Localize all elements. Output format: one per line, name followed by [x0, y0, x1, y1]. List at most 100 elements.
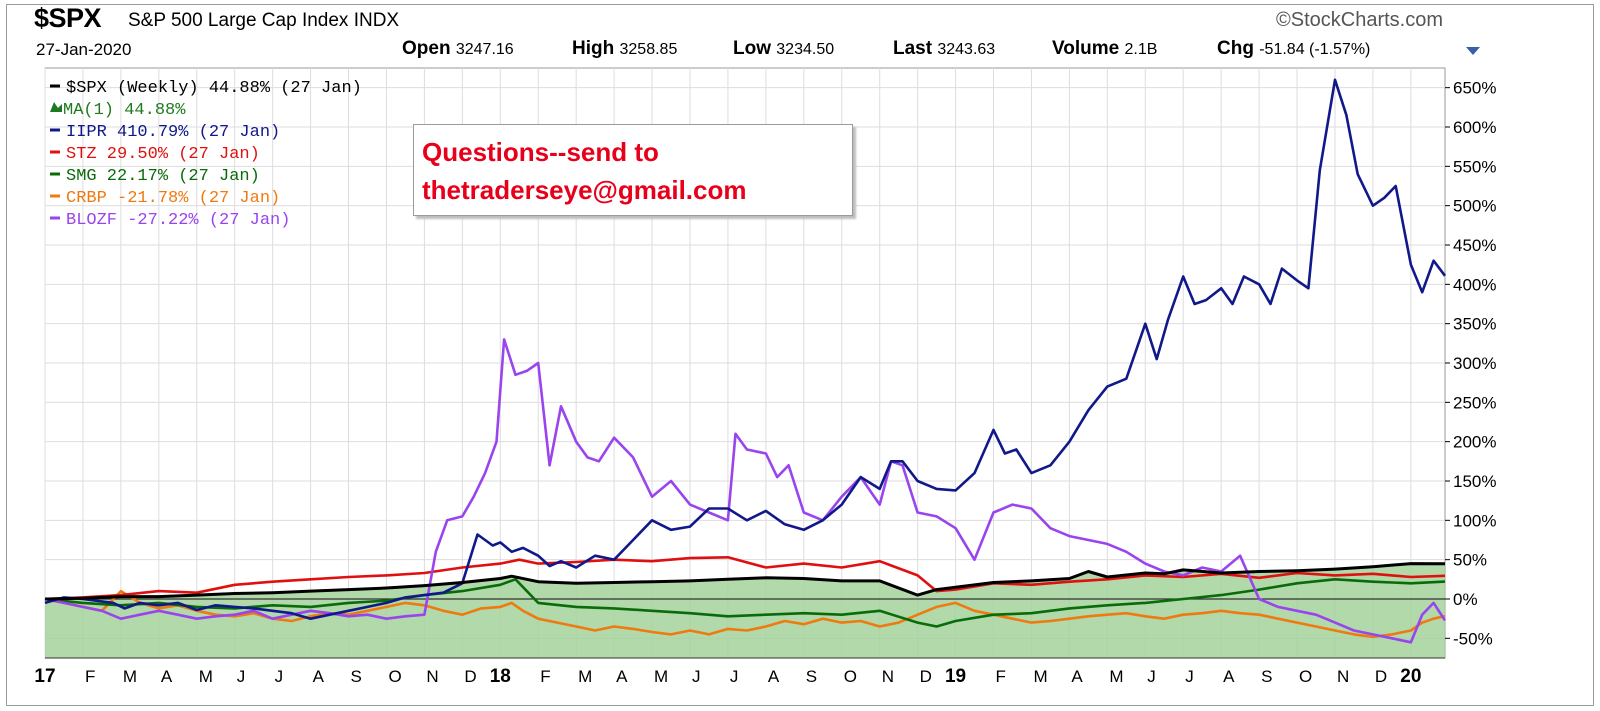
- legend-entry-blozf: BLOZF -27.22% (27 Jan): [66, 211, 290, 230]
- x-month-label: D: [464, 667, 476, 686]
- x-month-label: N: [882, 667, 894, 686]
- x-month-label: A: [768, 667, 780, 686]
- x-month-label: J: [237, 667, 246, 686]
- y-tick-label: 650%: [1453, 79, 1496, 98]
- x-month-label: O: [844, 667, 857, 686]
- legend: $SPX (Weekly) 44.88% (27 Jan) MA(1) 44.88…: [50, 79, 362, 230]
- callout-line-2: thetraderseye@gmail.com: [422, 175, 747, 205]
- last-label: Last: [893, 38, 933, 59]
- x-month-label: J: [1147, 667, 1156, 686]
- grid-lines: [44, 68, 1445, 658]
- stz-series-line: [44, 556, 1446, 601]
- x-month-label: S: [806, 667, 817, 686]
- smg-series-line: [44, 578, 1446, 628]
- legend-entry-crbp: CRBP -21.78% (27 Jan): [66, 189, 280, 208]
- low-quote: Low 3234.50: [733, 38, 834, 60]
- y-tick-label: 450%: [1453, 236, 1496, 255]
- change-label: Chg: [1217, 38, 1254, 59]
- x-month-label: M: [1033, 667, 1047, 686]
- x-month-label: D: [1375, 667, 1387, 686]
- area-layer: [45, 563, 1445, 658]
- open-label: Open: [402, 38, 451, 59]
- x-year-label: 19: [945, 666, 966, 687]
- series-lines: [44, 78, 1447, 644]
- x-month-label: O: [388, 667, 401, 686]
- x-month-label: J: [730, 667, 739, 686]
- x-month-label: M: [578, 667, 592, 686]
- x-month-label: M: [199, 667, 213, 686]
- x-axis: 17 F M A M J J A S O N D 18 F M A M J J A S O N D 19 F M A M J J A S O N D 2…: [34, 657, 1445, 687]
- y-tick-label: 0%: [1453, 590, 1478, 609]
- blozf-series-line: [44, 338, 1447, 644]
- x-month-label: A: [313, 667, 325, 686]
- low-label: Low: [733, 38, 771, 59]
- y-tick-label: 50%: [1453, 551, 1487, 570]
- chart-date: 27-Jan-2020: [36, 40, 132, 59]
- y-tick-label: 200%: [1453, 433, 1496, 452]
- x-year-label: 17: [34, 666, 55, 687]
- y-tick-label: 100%: [1453, 511, 1496, 530]
- x-month-label: N: [1337, 667, 1349, 686]
- area-icon: [50, 102, 62, 112]
- x-month-label: O: [1299, 667, 1312, 686]
- spx-series-line: [44, 562, 1446, 601]
- ticker-symbol: $SPX: [34, 3, 102, 33]
- y-tick-label: 300%: [1453, 354, 1496, 373]
- legend-entry-spx: $SPX (Weekly) 44.88% (27 Jan): [66, 79, 362, 98]
- change-value: -51.84 (-1.57%): [1259, 41, 1371, 58]
- high-quote: High 3258.85: [572, 38, 677, 60]
- y-tick-label: 150%: [1453, 472, 1496, 491]
- exchange-label: INDX: [353, 10, 400, 31]
- x-month-label: A: [161, 667, 173, 686]
- x-month-label: F: [85, 667, 95, 686]
- high-value: 3258.85: [619, 41, 678, 58]
- stockcharts-watermark: ©StockCharts.com: [1276, 9, 1444, 31]
- x-month-label: D: [920, 667, 932, 686]
- y-axis: 650% 600% 550% 500% 450% 400% 350% 300% 250% 200%…: [1445, 79, 1496, 648]
- index-name: S&P 500 Large Cap Index INDX: [128, 10, 399, 32]
- high-label: High: [572, 38, 615, 59]
- x-month-label: J: [1185, 667, 1194, 686]
- last-value: 3243.63: [937, 41, 996, 58]
- y-tick-label: 550%: [1453, 157, 1496, 176]
- x-month-label: F: [540, 667, 550, 686]
- volume-label: Volume: [1052, 38, 1120, 59]
- open-quote: Open 3247.16: [402, 38, 514, 60]
- x-month-label: F: [996, 667, 1006, 686]
- x-year-label: 20: [1400, 666, 1421, 687]
- low-value: 3234.50: [776, 41, 835, 58]
- dropdown-arrow-icon[interactable]: [1466, 47, 1480, 55]
- legend-entry-ma: MA(1) 44.88%: [63, 101, 186, 120]
- x-month-label: J: [692, 667, 701, 686]
- y-tick-label: 400%: [1453, 275, 1496, 294]
- iipr-series-line: [44, 78, 1447, 620]
- x-month-label: S: [351, 667, 362, 686]
- legend-entry-iipr: IIPR 410.79% (27 Jan): [66, 123, 280, 142]
- x-month-label: A: [1223, 667, 1235, 686]
- spx-area-fill: [45, 563, 1445, 658]
- index-name-text: S&P 500 Large Cap Index: [128, 10, 349, 31]
- y-tick-label: 600%: [1453, 118, 1496, 137]
- change-quote: Chg -51.84 (-1.57%): [1217, 38, 1370, 60]
- legend-entry-smg: SMG 22.17% (27 Jan): [66, 167, 260, 186]
- callout-line-1: Questions--send to: [422, 137, 659, 167]
- crbp-series-line: [44, 589, 1446, 639]
- y-tick-label: -50%: [1453, 629, 1493, 648]
- y-tick-label: 500%: [1453, 197, 1496, 216]
- x-month-label: A: [616, 667, 628, 686]
- y-tick-label: 350%: [1453, 315, 1496, 334]
- legend-entry-stz: STZ 29.50% (27 Jan): [66, 145, 260, 164]
- open-value: 3247.16: [455, 41, 514, 58]
- y-tick-label: 250%: [1453, 393, 1496, 412]
- x-month-label: M: [654, 667, 668, 686]
- x-month-label: S: [1261, 667, 1272, 686]
- x-month-label: M: [123, 667, 137, 686]
- last-quote: Last 3243.63: [893, 38, 995, 60]
- volume-value: 2.1B: [1124, 41, 1158, 58]
- contact-callout: Questions--send to thetraderseye@gmail.c…: [413, 124, 853, 216]
- x-month-label: A: [1071, 667, 1083, 686]
- volume-quote: Volume 2.1B: [1052, 38, 1157, 60]
- x-month-label: N: [426, 667, 438, 686]
- x-month-label: M: [1109, 667, 1123, 686]
